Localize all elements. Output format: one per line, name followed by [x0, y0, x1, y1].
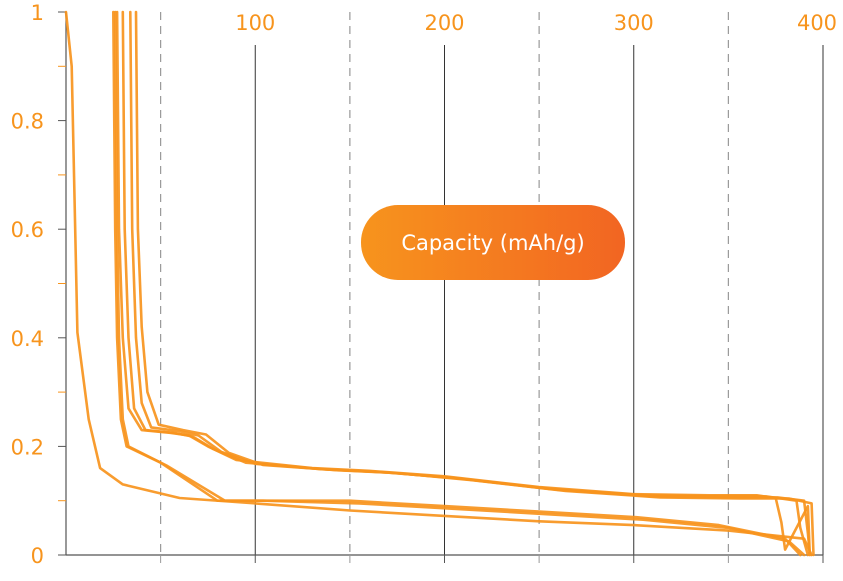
x-tick-label: 200	[424, 11, 464, 35]
series-line-3	[113, 10, 806, 557]
series-line-1	[64, 10, 813, 557]
y-tick-label: 0	[31, 544, 44, 568]
badge-background	[361, 205, 625, 280]
series-line-2	[112, 10, 802, 557]
series-line-6	[129, 10, 812, 557]
x-axis-title: Capacity (mAh/g)	[401, 231, 584, 255]
x-tick-label: 300	[614, 11, 654, 35]
y-tick-label: 0.6	[11, 218, 44, 242]
y-tick-label: 0.4	[11, 327, 44, 351]
y-tick-label: 0.8	[11, 110, 44, 134]
axis-ticks: 100 200 300 400 0 0.2 0.4 0.6 0.8 1	[11, 1, 837, 568]
data-series	[64, 10, 815, 557]
series-line-7	[134, 10, 815, 557]
series-line-4	[115, 10, 812, 557]
grid-lines	[160, 12, 824, 555]
series-line-5	[121, 10, 810, 557]
y-tick-label: 1	[31, 1, 44, 25]
x-tick-label: 400	[797, 11, 837, 35]
x-axis-title-badge: Capacity (mAh/g)	[361, 205, 625, 280]
x-tick-label: 100	[235, 11, 275, 35]
y-tick-label: 0.2	[11, 435, 44, 459]
